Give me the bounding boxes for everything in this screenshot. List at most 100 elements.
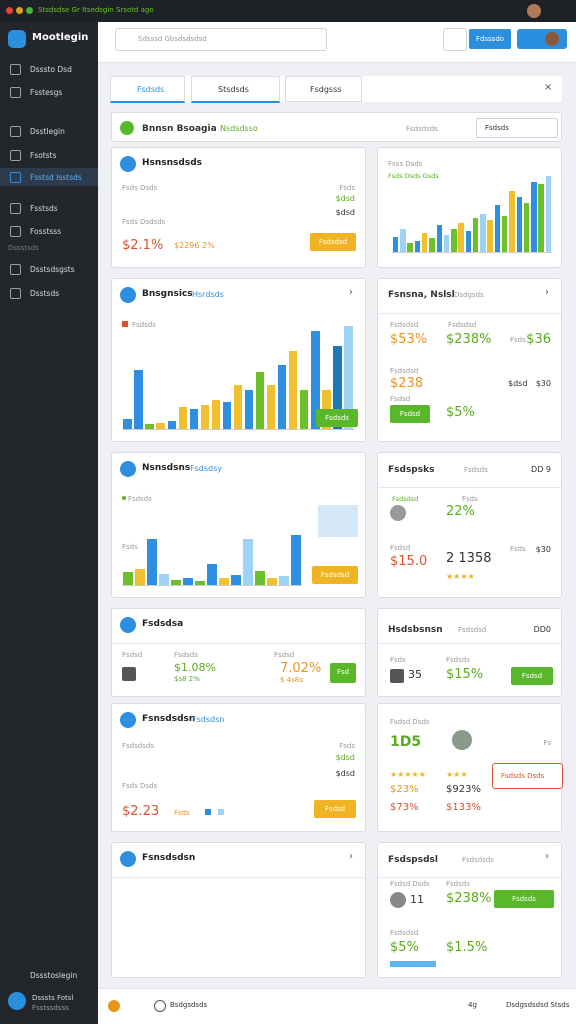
bar (200, 404, 210, 429)
button[interactable]: Fsdsd (511, 667, 553, 685)
footer-link[interactable]: Dssstoslegin (30, 971, 78, 980)
card: Fsdspsks Fsdsds DD 9 Fsdsdsd Fsds 22% Fs… (377, 452, 562, 598)
bar (244, 389, 254, 429)
button[interactable]: Fsdsdsd (310, 233, 356, 251)
bar (531, 182, 537, 252)
bar (266, 384, 276, 429)
nav-icon (10, 203, 21, 214)
profile-button[interactable] (517, 29, 567, 49)
button[interactable]: Fsd (330, 663, 356, 683)
nav-item[interactable]: Fsstsds (0, 199, 98, 217)
card: Nsnsdsns Fsdsdsy Fsdsds Fsds Fsdsdsd (111, 452, 366, 598)
card-title: Fsdsdsa (142, 619, 184, 629)
section-header: Bnnsn Bsoagia Nsdsdsso Fsdsdsds Fsdsds (111, 112, 562, 142)
nav-item[interactable]: Fosstsss (0, 222, 98, 240)
button[interactable]: Fsdsds Dsds (492, 763, 563, 789)
button[interactable]: Fsdsdsd (312, 566, 358, 584)
value: $2296 2% (174, 241, 215, 250)
nav-item[interactable]: Dsstsdsgsts (0, 260, 98, 278)
card-title: Bnsgnsics (142, 289, 193, 299)
value: $30 (535, 379, 551, 388)
value: $923% (446, 784, 481, 795)
bar (407, 242, 413, 252)
bar (291, 535, 301, 585)
value: $133% (446, 802, 481, 813)
bar (436, 225, 443, 252)
value: 35 (408, 668, 422, 681)
nav-icon (10, 87, 21, 98)
nav-item[interactable]: Dsssto Dsd (0, 60, 98, 78)
bar (400, 229, 406, 252)
icon-button[interactable] (443, 28, 467, 51)
value: $15% (446, 667, 484, 682)
button[interactable]: Fsdsds (316, 409, 358, 427)
button-label: Fsdsds Dsds (501, 772, 545, 780)
bar (123, 572, 133, 585)
tab[interactable]: Stsdsds (191, 76, 280, 103)
nav-label: Dsstsdsgsts (30, 265, 75, 274)
nav-label: Fsotsts (30, 151, 57, 160)
search-placeholder: Sdsssd Gbsdsdsdsd (138, 35, 207, 43)
button[interactable]: Fsdsd (314, 800, 356, 818)
value: $238% (446, 332, 492, 347)
bar (465, 230, 472, 252)
label: Fsdsds (446, 880, 470, 888)
search-box[interactable]: Sdsssd Gbsdsdsdsd (115, 28, 327, 51)
card-title: Fsnsdsdsn (142, 714, 196, 724)
label: Fsds Dsds Gsds (388, 172, 439, 180)
tab[interactable]: Fsdsds (110, 76, 185, 103)
nav-section: Dssstsds (8, 244, 39, 252)
card-title: Fsdsd Dsds (390, 718, 430, 726)
label: Fsdsd Dsds (390, 880, 430, 888)
nav-item[interactable]: Dsstsds (0, 284, 98, 302)
bar (279, 575, 289, 585)
label: Fsdsds (446, 656, 470, 664)
value: 11 (410, 893, 424, 906)
card-title: Fsnsdsdsn (142, 853, 196, 863)
nav-item[interactable]: Fsotsts (0, 146, 98, 164)
label: Fsss Dsds (388, 160, 423, 168)
tab[interactable]: Fsdgsss (285, 76, 362, 102)
label: Fsdsdsd (448, 321, 477, 329)
label: Fsds (339, 742, 355, 750)
card: Fsdspsdsl Fsdsdsds › Fsdsd Dsds Fsdsds 1… (377, 842, 562, 978)
value: $dsd (508, 379, 528, 388)
bar (195, 581, 205, 585)
value: $dsd (335, 769, 355, 778)
bar (159, 573, 169, 585)
nav-icon (10, 288, 21, 299)
card: Fsnsna, Nslsl Dsdgsds › Fsdsdsd Fsdsdsd … (377, 278, 562, 442)
status-bar: Bsdgsdsds 4g Dsdgsdsdsd Stsds (98, 988, 576, 1024)
nav-label: Fsstsds (30, 204, 58, 213)
nav-icon (10, 64, 21, 75)
value: $238 (390, 376, 424, 391)
nav-item[interactable]: Fsstesgs (0, 83, 98, 101)
nav-item[interactable]: Dsstlegin (0, 122, 98, 140)
value: $238% (446, 891, 492, 906)
brand: Mootlegin (32, 32, 89, 43)
value: $dsd (335, 753, 355, 762)
label: Fsds (122, 543, 138, 551)
label: Fsdsdsds (462, 856, 494, 864)
label: Fsdsdsd (390, 929, 419, 937)
label: Fsdsdsd (390, 367, 419, 375)
title-bar: Stsdsdse Gr Itsedsgin Srsotd ago (0, 0, 576, 22)
card: Fsss Dsds Fsds Dsds Gsds (377, 147, 562, 268)
section-button[interactable]: Fsdsds (476, 118, 558, 138)
button[interactable]: Fsdsds (494, 890, 554, 908)
header-button[interactable]: Fdsssdo (469, 29, 511, 49)
nav-icon (10, 150, 21, 161)
bar (211, 399, 221, 429)
nav-label: Dsssto Dsd (30, 65, 72, 74)
bar (509, 191, 515, 252)
bar (516, 197, 523, 252)
bar (156, 423, 165, 429)
bar (429, 238, 435, 252)
bar (135, 568, 145, 585)
nav-item[interactable]: Fsstsd Isstsds (0, 168, 98, 186)
value: $5% (390, 940, 419, 955)
bar (183, 578, 193, 585)
button[interactable]: Fsdsd (390, 405, 430, 423)
bar (222, 401, 232, 429)
user-role: Fsstssdsss (32, 1004, 69, 1012)
